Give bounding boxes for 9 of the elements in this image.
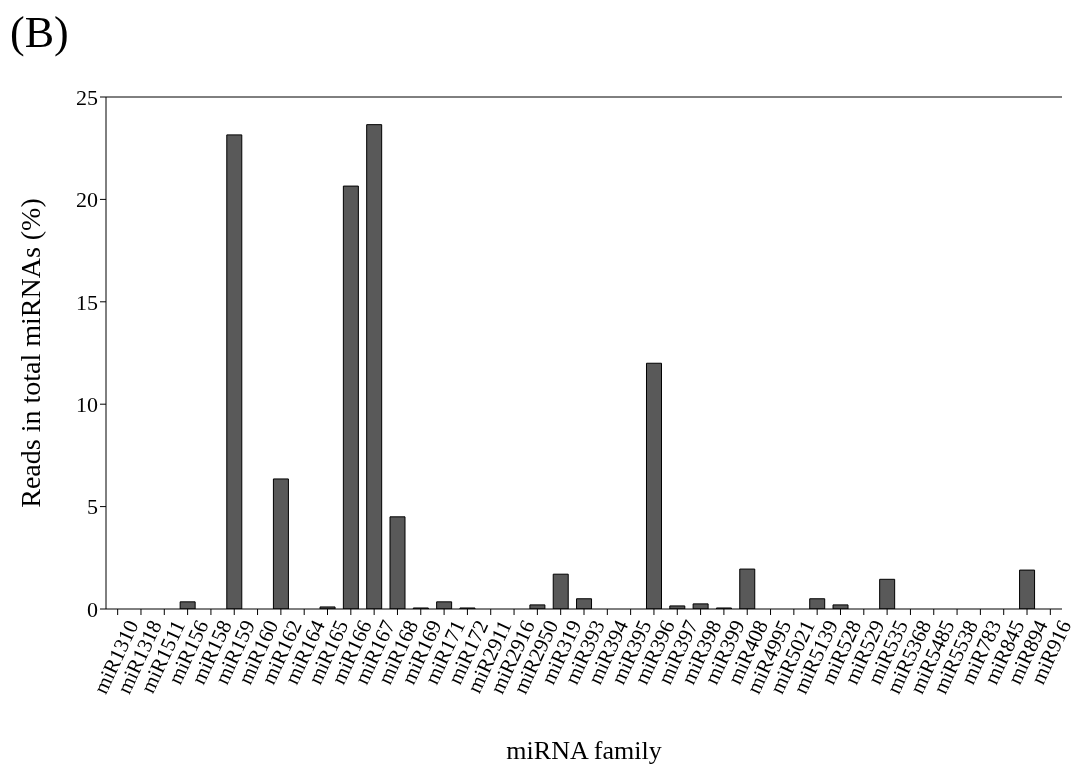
y-tick-label: 25 (76, 84, 98, 110)
y-tick-label: 15 (76, 289, 98, 315)
y-axis-title: Reads in total miRNAs (%) (14, 198, 46, 508)
y-tick-label: 20 (76, 187, 98, 213)
x-axis-title: miRNA family (506, 736, 662, 765)
chart-title: (B) (10, 8, 69, 58)
y-tick-label: 10 (76, 392, 98, 418)
y-tick-label: 0 (87, 596, 98, 622)
y-tick-label: 5 (87, 494, 98, 520)
